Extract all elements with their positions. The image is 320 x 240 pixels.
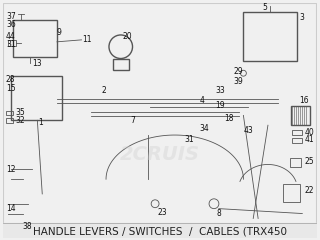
Bar (290, 158, 301, 168)
Text: 39: 39 (234, 77, 243, 86)
Text: 43: 43 (244, 126, 253, 135)
Text: 18: 18 (224, 114, 233, 123)
Text: 9: 9 (57, 28, 62, 36)
Bar (8, 40, 16, 46)
Text: 7: 7 (131, 116, 135, 125)
Text: HANDLE LEVERS / SWITCHES  /  CABLES (TRX450: HANDLE LEVERS / SWITCHES / CABLES (TRX45… (33, 226, 287, 236)
Bar (291, 106, 310, 125)
Text: 28: 28 (6, 75, 15, 84)
Text: 22: 22 (304, 186, 314, 195)
Text: 41: 41 (304, 135, 314, 144)
Text: 16: 16 (299, 96, 309, 105)
Text: 44: 44 (6, 32, 16, 42)
Text: 31: 31 (185, 135, 194, 144)
Bar (113, 59, 129, 70)
Bar (6, 110, 13, 115)
Text: 3: 3 (299, 13, 304, 22)
Text: 19: 19 (215, 101, 225, 110)
Text: 33: 33 (215, 86, 225, 95)
Text: 32: 32 (16, 116, 25, 125)
Text: 36: 36 (6, 20, 16, 29)
Text: 29: 29 (234, 67, 243, 76)
Bar (3, 223, 317, 238)
Text: 11: 11 (83, 35, 92, 44)
Text: 1: 1 (38, 118, 43, 127)
Text: 5: 5 (262, 3, 267, 12)
Text: 25: 25 (304, 157, 314, 166)
Text: 2: 2 (101, 86, 106, 95)
Text: 14: 14 (6, 204, 16, 213)
Bar (292, 130, 302, 135)
Bar (292, 138, 302, 143)
Bar (6, 118, 13, 123)
Text: 37: 37 (6, 12, 16, 21)
Text: 12: 12 (6, 165, 15, 174)
Text: 13: 13 (32, 59, 42, 68)
Text: 34: 34 (199, 124, 209, 133)
Text: 40: 40 (304, 128, 314, 137)
Text: 8: 8 (217, 209, 222, 218)
Text: 38: 38 (23, 222, 32, 231)
Text: 4: 4 (199, 96, 204, 105)
Text: 31: 31 (6, 40, 16, 49)
Bar (283, 184, 300, 202)
Text: 2CRUIS: 2CRUIS (120, 145, 200, 164)
Text: 23: 23 (157, 208, 167, 217)
Text: 15: 15 (6, 84, 16, 93)
Text: 20: 20 (123, 32, 132, 42)
Text: 35: 35 (16, 108, 26, 117)
